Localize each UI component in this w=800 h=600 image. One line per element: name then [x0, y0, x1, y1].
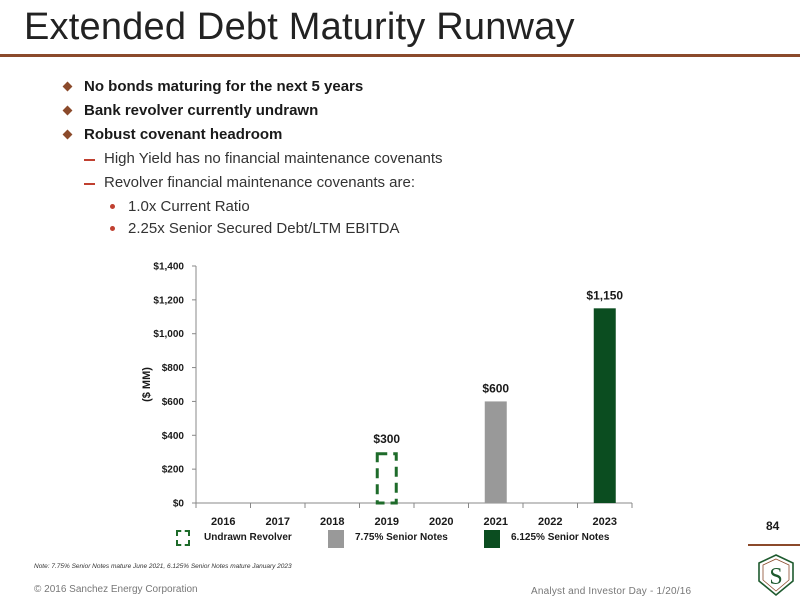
bullet-text: Bank revolver currently undrawn [84, 102, 319, 119]
copyright: © 2016 Sanchez Energy Corporation [34, 584, 198, 595]
footer-divider [748, 544, 800, 546]
dot-bullet-icon [110, 204, 115, 209]
legend-swatch-undrawn-revolver [176, 530, 190, 546]
y-tick-label: $1,000 [153, 329, 184, 340]
sub-sub-bullet-item: 2.25x Senior Secured Debt/LTM EBITDA [62, 218, 742, 240]
x-tick-label: 2023 [593, 516, 617, 528]
footnote: Note: 7.75% Senior Notes mature June 202… [34, 563, 292, 570]
sub-bullet-item: High Yield has no financial maintenance … [62, 148, 742, 172]
y-tick-label: $1,400 [153, 262, 184, 273]
dash-bullet-icon [84, 159, 95, 161]
logo-letter: S [769, 564, 782, 590]
x-tick-label: 2021 [484, 516, 508, 528]
bullet-list: No bonds maturing for the next 5 years B… [62, 76, 742, 240]
y-tick-label: $400 [162, 431, 185, 442]
bullet-item: No bonds maturing for the next 5 years [62, 76, 742, 100]
bullet-text: Robust covenant headroom [84, 126, 283, 143]
title-divider [0, 54, 800, 57]
bar-775-senior-notes [484, 401, 507, 503]
debt-maturity-chart: $0 $200 $400 $600 $800 $1,000 $1,200 $1,400 2016… [141, 262, 633, 528]
legend-label-6125-senior-notes: 6.125% Senior Notes [511, 532, 610, 543]
sub-bullet-text: High Yield has no financial maintenance … [104, 150, 443, 167]
data-label: $300 [373, 432, 400, 446]
y-tick-label: $600 [162, 397, 185, 408]
slide-title: Extended Debt Maturity Runway [24, 6, 575, 48]
y-tick-label: $1,200 [153, 295, 184, 306]
sub-bullet-item: Revolver financial maintenance covenants… [62, 172, 742, 196]
x-tick-label: 2019 [375, 516, 399, 528]
dot-bullet-icon [110, 226, 115, 231]
x-tick-label: 2020 [429, 516, 453, 528]
sub-bullet-text: Revolver financial maintenance covenants… [104, 174, 416, 191]
bar-6125-senior-notes [593, 308, 616, 503]
bullet-text: No bonds maturing for the next 5 years [84, 78, 364, 95]
y-tick-label: $800 [162, 363, 185, 374]
dash-bullet-icon [84, 183, 95, 185]
sub-sub-bullet-item: 1.0x Current Ratio [62, 196, 742, 218]
x-tick-label: 2017 [266, 516, 290, 528]
bullet-item: Bank revolver currently undrawn [62, 100, 742, 124]
x-tick-label: 2022 [538, 516, 562, 528]
bar-undrawn-revolver [375, 452, 398, 505]
legend-swatch-775-senior-notes [328, 530, 344, 548]
sub-sub-bullet-text: 1.0x Current Ratio [128, 198, 250, 215]
event-footer: Analyst and Investor Day - 1/20/16 [531, 586, 692, 597]
y-tick-label: $0 [173, 499, 185, 510]
bullet-item: Robust covenant headroom [62, 124, 742, 148]
legend-swatch-6125-senior-notes [484, 530, 500, 548]
data-label: $600 [482, 381, 509, 395]
legend-label-undrawn-revolver: Undrawn Revolver [204, 532, 292, 543]
x-tick-label: 2016 [211, 516, 235, 528]
y-tick-label: $200 [162, 465, 185, 476]
data-label: $1,150 [586, 288, 623, 302]
x-tick-label: 2018 [320, 516, 344, 528]
y-axis-label: ($ MM) [141, 367, 153, 402]
sub-sub-bullet-text: 2.25x Senior Secured Debt/LTM EBITDA [128, 220, 400, 237]
page-number: 84 [766, 519, 780, 533]
legend-label-775-senior-notes: 7.75% Senior Notes [355, 532, 448, 543]
company-logo: S [758, 554, 794, 597]
